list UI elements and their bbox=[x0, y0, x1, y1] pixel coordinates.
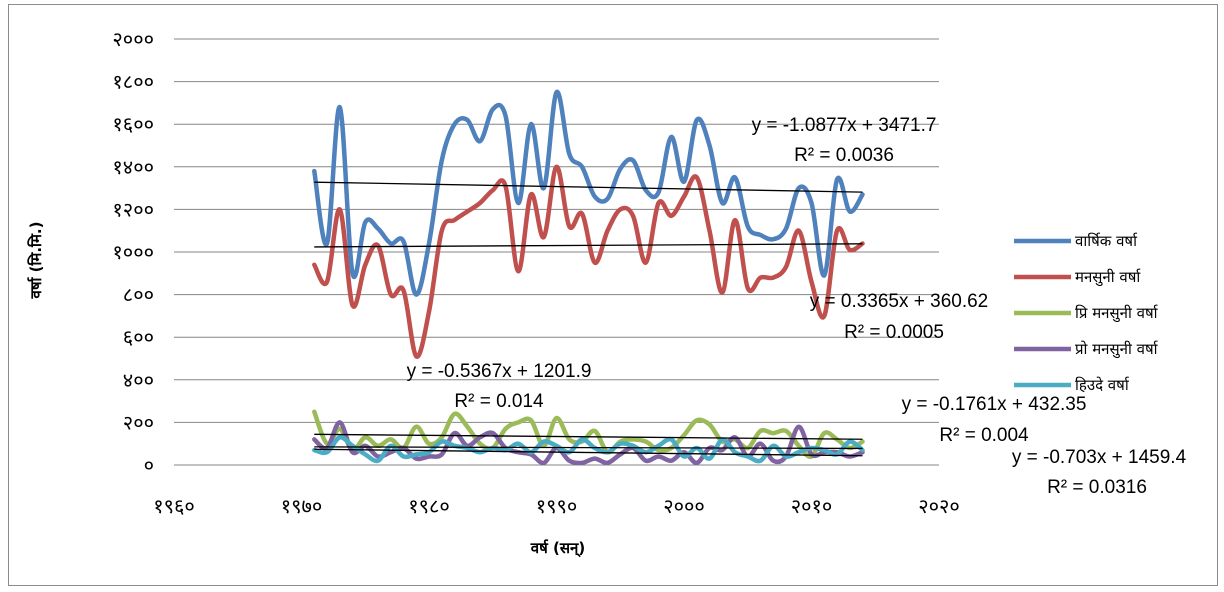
y-tick-label: १२०० bbox=[112, 197, 154, 221]
y-tick-label: १००० bbox=[112, 240, 154, 264]
legend-label: प्रि मनसुनी वर्षा bbox=[1075, 304, 1159, 323]
trend-equations: y = -1.0877x + 3471.7 R² = 0.0036 y = 0.33… bbox=[407, 115, 1187, 498]
chart-frame: ० २०० ४०० ६०० ८०० १००० १२०० १४०० १६०० १८०० २००० १९… bbox=[8, 4, 1218, 586]
rainfall-line-chart: ० २०० ४०० ६०० ८०० १००० १२०० १४०० १६०० १८०० २००० १९… bbox=[27, 27, 1187, 558]
trend-equation: y = 0.3365x + 360.62 bbox=[810, 291, 989, 312]
trend-r2: R² = 0.0316 bbox=[1047, 477, 1147, 498]
legend-label: प्रो मनसुनी वर्षा bbox=[1075, 340, 1159, 359]
series-line-0 bbox=[312, 90, 865, 297]
x-tick-label: २०२० bbox=[918, 494, 960, 518]
trend-r2: R² = 0.014 bbox=[454, 391, 544, 412]
x-tick-labels: १९६० १९७० १९८० १९९० २००० २०१० २०२० bbox=[153, 494, 960, 518]
trendlines bbox=[314, 181, 863, 457]
y-tick-label: ० bbox=[144, 453, 154, 477]
y-tick-label: २०० bbox=[123, 410, 154, 434]
trend-equation: y = -0.5367x + 1201.9 bbox=[407, 361, 592, 382]
legend-label: मनसुनी वर्षा bbox=[1075, 268, 1141, 287]
y-tick-label: २००० bbox=[112, 27, 154, 51]
y-tick-label: १४०० bbox=[112, 155, 154, 179]
x-tick-label: २०१० bbox=[791, 494, 833, 518]
y-tick-label: १६०० bbox=[112, 112, 154, 136]
trend-r2: R² = 0.0005 bbox=[844, 322, 944, 343]
y-tick-label: ४०० bbox=[123, 368, 154, 392]
gridlines bbox=[174, 38, 939, 466]
series-lines bbox=[312, 90, 865, 466]
trendline bbox=[314, 181, 863, 193]
trendline bbox=[314, 243, 863, 248]
trendline bbox=[314, 448, 863, 457]
y-tick-label: ६०० bbox=[123, 325, 154, 349]
x-tick-label: १९७० bbox=[281, 494, 323, 518]
trend-equation: y = -0.1761x + 432.35 bbox=[902, 394, 1087, 415]
legend-label: हिउदे वर्षा bbox=[1075, 376, 1130, 394]
y-tick-label: ८०० bbox=[123, 283, 154, 307]
y-axis-title: वर्षा (मि.मि.) bbox=[27, 222, 45, 300]
x-tick-label: १९६० bbox=[153, 494, 195, 518]
y-tick-labels: ० २०० ४०० ६०० ८०० १००० १२०० १४०० १६०० १८०० २००० bbox=[112, 27, 154, 477]
legend: वार्षिक वर्षा मनसुनी वर्षा प्रि मनसुनी वर्… bbox=[1014, 232, 1159, 394]
trendline bbox=[314, 433, 863, 440]
trendline bbox=[314, 446, 863, 450]
x-tick-label: २००० bbox=[663, 494, 705, 518]
trend-r2: R² = 0.004 bbox=[939, 425, 1029, 446]
series-line-1 bbox=[312, 164, 865, 359]
y-tick-label: १८०० bbox=[112, 70, 154, 94]
trend-r2: R² = 0.0036 bbox=[794, 145, 894, 166]
trend-equation: y = -1.0877x + 3471.7 bbox=[752, 115, 937, 136]
x-tick-label: १९९० bbox=[536, 494, 578, 518]
x-tick-label: १९८० bbox=[408, 494, 450, 518]
x-axis-title: वर्ष (सन्) bbox=[530, 539, 585, 558]
series-line-3 bbox=[312, 420, 865, 466]
series-line-4 bbox=[312, 434, 865, 464]
trend-equation: y = -0.703x + 1459.4 bbox=[1012, 447, 1187, 468]
legend-label: वार्षिक वर्षा bbox=[1075, 232, 1138, 250]
